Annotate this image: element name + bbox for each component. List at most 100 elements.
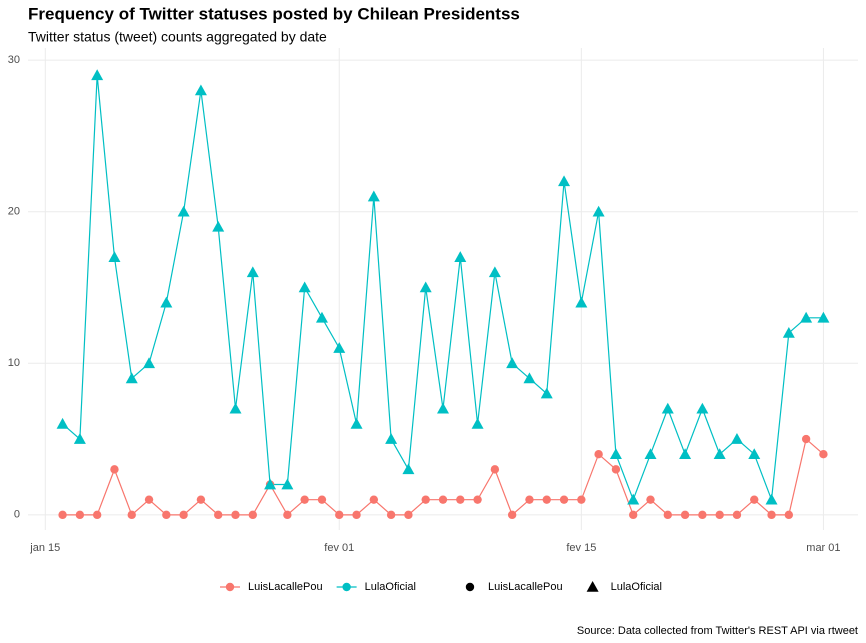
data-point [817, 311, 830, 323]
y-tick-label: 20 [8, 206, 20, 218]
data-point [454, 251, 467, 262]
data-point [767, 510, 776, 520]
data-point [75, 510, 85, 520]
data-point [335, 510, 344, 520]
data-point [698, 510, 707, 520]
chart-title: Frequency of Twitter statuses posted by … [28, 4, 520, 23]
data-point [281, 478, 294, 490]
data-point [385, 433, 398, 444]
data-point [283, 510, 292, 520]
data-point [73, 433, 86, 444]
data-point [680, 510, 690, 520]
legend-label: LulaOficial [365, 581, 416, 593]
data-point [730, 433, 743, 444]
caption: Source: Data collected from Twitter's RE… [577, 625, 858, 637]
y-tick-label: 0 [14, 509, 20, 521]
data-point [732, 510, 742, 520]
data-point [750, 495, 759, 504]
data-point [644, 448, 657, 460]
legend-key [465, 582, 475, 592]
data-point [592, 205, 605, 217]
legend-key [586, 581, 599, 592]
data-point [437, 402, 449, 414]
data-point [350, 417, 363, 429]
data-point [594, 450, 603, 459]
data-point [748, 448, 761, 460]
data-point [577, 495, 586, 504]
data-point [765, 493, 778, 505]
data-point [317, 495, 327, 504]
legend-label: LulaOficial [611, 581, 662, 593]
data-point [212, 220, 225, 232]
legend-label: LuisLacallePou [248, 581, 323, 593]
data-point [214, 510, 223, 520]
data-point [421, 495, 430, 504]
data-point [713, 448, 726, 460]
legend-key [225, 582, 235, 592]
data-point [333, 342, 346, 353]
legend-key [342, 582, 351, 592]
data-point [646, 495, 655, 504]
data-point [386, 510, 396, 520]
data-point [784, 510, 794, 520]
chart-subtitle: Twitter status (tweet) counts aggregated… [28, 29, 327, 45]
x-tick-label: mar 01 [806, 542, 840, 554]
data-point [819, 450, 828, 459]
data-point [143, 357, 156, 369]
data-point [160, 296, 173, 308]
x-tick-label: fev 15 [566, 542, 596, 554]
data-point [177, 205, 190, 217]
data-point [523, 372, 536, 384]
data-point [58, 510, 67, 520]
data-point [627, 493, 640, 505]
data-point [125, 372, 138, 384]
data-point [246, 266, 259, 278]
data-point [231, 510, 240, 520]
data-point [473, 495, 482, 504]
data-point [264, 478, 277, 490]
data-point [92, 510, 102, 520]
data-point [800, 311, 813, 323]
data-point [558, 175, 571, 187]
data-point [490, 465, 500, 474]
data-point [367, 190, 380, 202]
data-point [404, 510, 413, 520]
data-point [542, 495, 551, 504]
data-point [108, 251, 121, 262]
data-point [696, 402, 709, 414]
data-point [575, 296, 588, 308]
data-point [298, 281, 311, 293]
data-point [179, 510, 188, 520]
y-tick-label: 10 [8, 357, 20, 369]
data-point [229, 402, 242, 414]
data-point [315, 311, 328, 323]
data-point [507, 510, 517, 520]
data-point [456, 495, 465, 504]
data-point [419, 281, 432, 293]
data-point [611, 465, 621, 474]
data-point [56, 417, 69, 429]
data-point [679, 448, 692, 460]
data-point [525, 495, 534, 504]
data-point [609, 448, 622, 460]
data-point [144, 495, 154, 504]
data-point [91, 69, 104, 81]
data-point [162, 510, 171, 520]
data-point [369, 495, 379, 504]
data-point [248, 510, 257, 520]
data-point [715, 510, 724, 520]
data-point [540, 387, 553, 399]
data-point [110, 465, 119, 474]
data-point [194, 84, 207, 96]
data-point [488, 266, 501, 278]
data-point [438, 495, 448, 504]
data-point [559, 495, 569, 504]
data-point [663, 510, 672, 520]
x-tick-label: fev 01 [324, 542, 354, 554]
y-tick-label: 30 [8, 54, 20, 66]
data-point [352, 510, 361, 520]
x-tick-label: jan 15 [29, 542, 60, 554]
legend-label: LuisLacallePou [488, 581, 563, 593]
data-point [196, 495, 206, 504]
